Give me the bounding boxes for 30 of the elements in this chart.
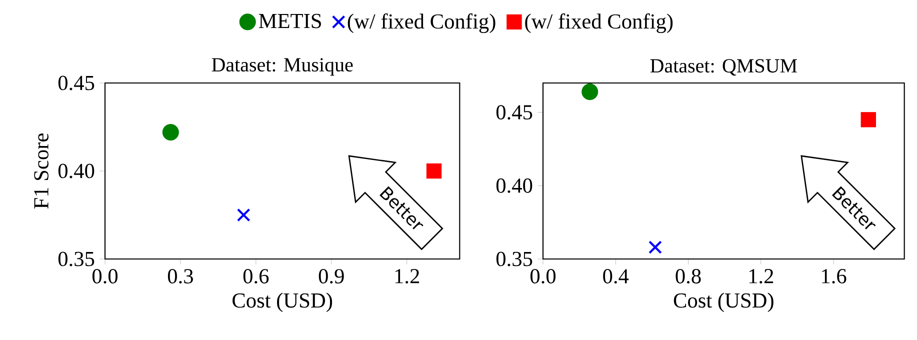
chart-title: Dataset: QMSUM — [650, 59, 797, 76]
point — [648, 240, 662, 254]
x-tick-label: 1.6 — [822, 269, 846, 284]
y-axis-title: F1 Score — [34, 134, 48, 209]
y-tick-label: 0.45 — [58, 76, 94, 90]
x-axis-title: Cost (USD) — [674, 292, 774, 312]
legend-label: (w/ fixed Config) — [348, 13, 496, 34]
point — [582, 84, 598, 100]
x-tick-label: 0.4 — [603, 269, 629, 284]
x-tick-label: 1.2 — [395, 269, 420, 284]
legend-label: METIS — [258, 14, 321, 28]
x-tick-label: 0.8 — [676, 269, 701, 284]
y-tick-label: 0.40 — [58, 164, 94, 178]
chart-title: Dataset: Musique — [212, 58, 353, 76]
x-tick-label: 0.3 — [168, 269, 193, 284]
y-tick-label: 0.40 — [496, 178, 532, 193]
legend-label: (w/ fixed Config) — [525, 13, 673, 34]
y-tick-label: 0.45 — [496, 105, 532, 120]
point — [426, 163, 442, 179]
point — [162, 124, 179, 141]
y-tick-label: 0.35 — [496, 252, 532, 266]
x-tick-label: 0.9 — [318, 269, 344, 284]
x-tick-label: 0.0 — [92, 269, 118, 284]
point — [236, 208, 250, 222]
y-tick-label: 0.35 — [58, 252, 94, 266]
x-tick-label: 1.2 — [749, 269, 774, 284]
x-tick-label: 0.6 — [243, 269, 269, 284]
x-axis-title: Cost (USD) — [232, 292, 332, 312]
point — [860, 112, 876, 128]
x-tick-label: 0.0 — [530, 269, 556, 284]
